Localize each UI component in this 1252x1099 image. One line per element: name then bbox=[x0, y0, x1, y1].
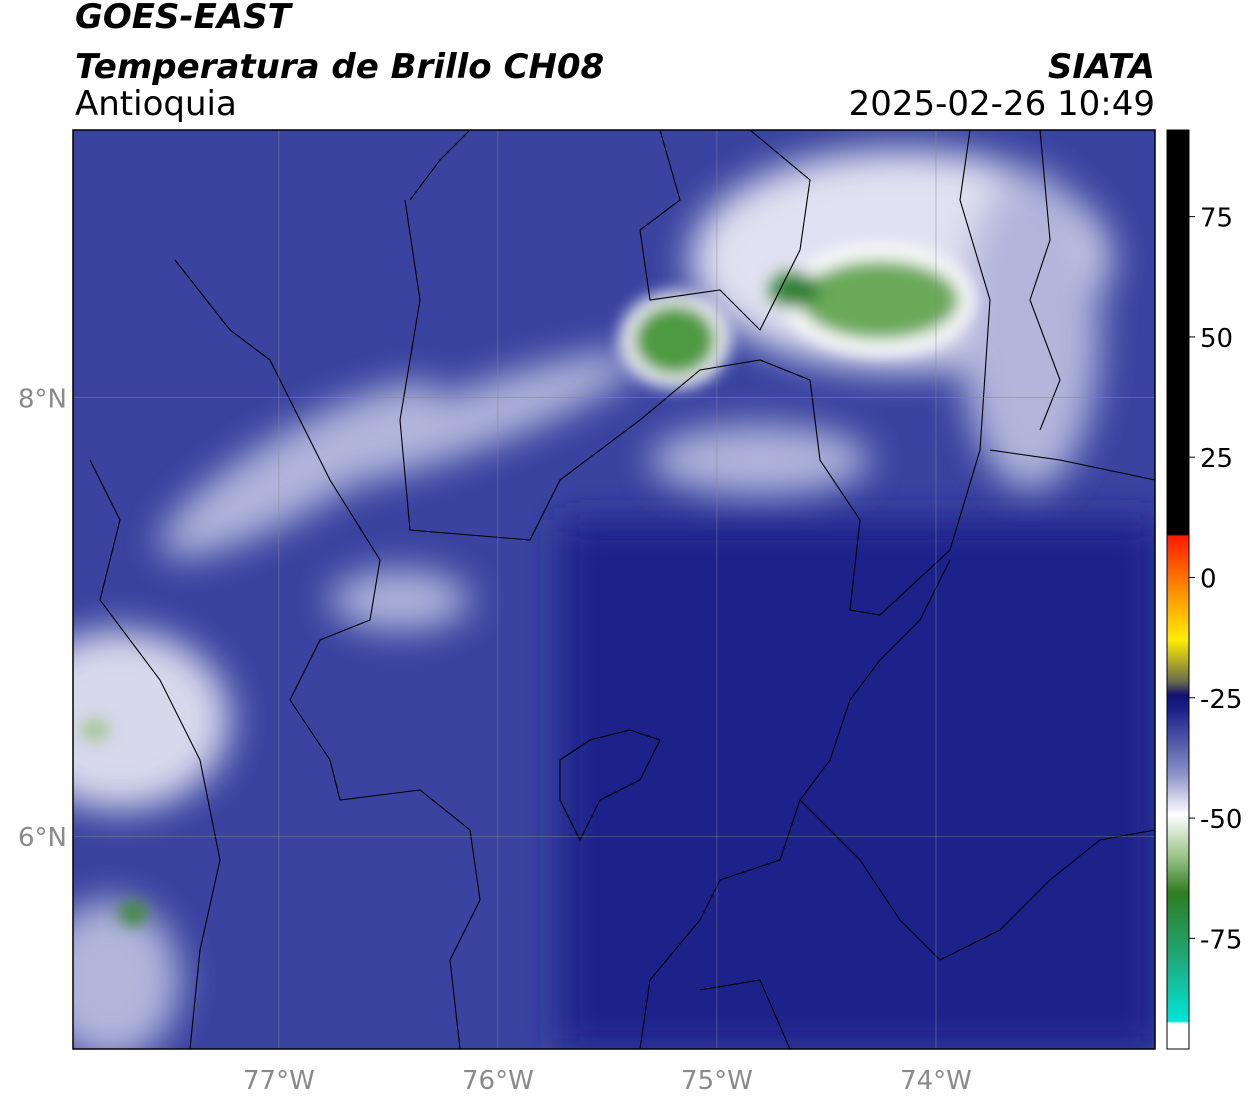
y-tick-label: 6°N bbox=[18, 823, 67, 853]
colorbar-tick-label: -75 bbox=[1200, 925, 1242, 955]
colorbar-tick-label: 25 bbox=[1200, 444, 1233, 474]
region: Antioquia bbox=[75, 84, 237, 124]
colorbar-tick-label: 0 bbox=[1200, 564, 1217, 594]
y-tick-label: 8°N bbox=[18, 385, 67, 415]
colorbar-tick-label: 75 bbox=[1200, 204, 1233, 234]
colorbar-tick-label: -50 bbox=[1200, 805, 1242, 835]
graticule bbox=[73, 130, 1155, 1049]
x-tick-label: 77°W bbox=[243, 1066, 315, 1096]
colorbar-ticks: 75 50 25 0 -25 -50 -75 bbox=[1189, 204, 1242, 955]
datetime: 2025-02-26 10:49 bbox=[849, 84, 1155, 124]
colorbar bbox=[1166, 129, 1190, 1050]
x-tick-label: 74°W bbox=[900, 1066, 972, 1096]
source: SIATA bbox=[1048, 47, 1155, 87]
map-frame bbox=[72, 129, 1156, 1050]
title: GOES-EAST bbox=[75, 0, 294, 37]
colorbar-tick-label: -25 bbox=[1200, 685, 1242, 715]
subtitle: Temperatura de Brillo CH08 bbox=[75, 47, 604, 87]
map-image bbox=[73, 130, 1155, 1049]
colorbar-tick-label: 50 bbox=[1200, 324, 1233, 354]
x-tick-label: 75°W bbox=[681, 1066, 753, 1096]
x-tick-label: 76°W bbox=[462, 1066, 534, 1096]
